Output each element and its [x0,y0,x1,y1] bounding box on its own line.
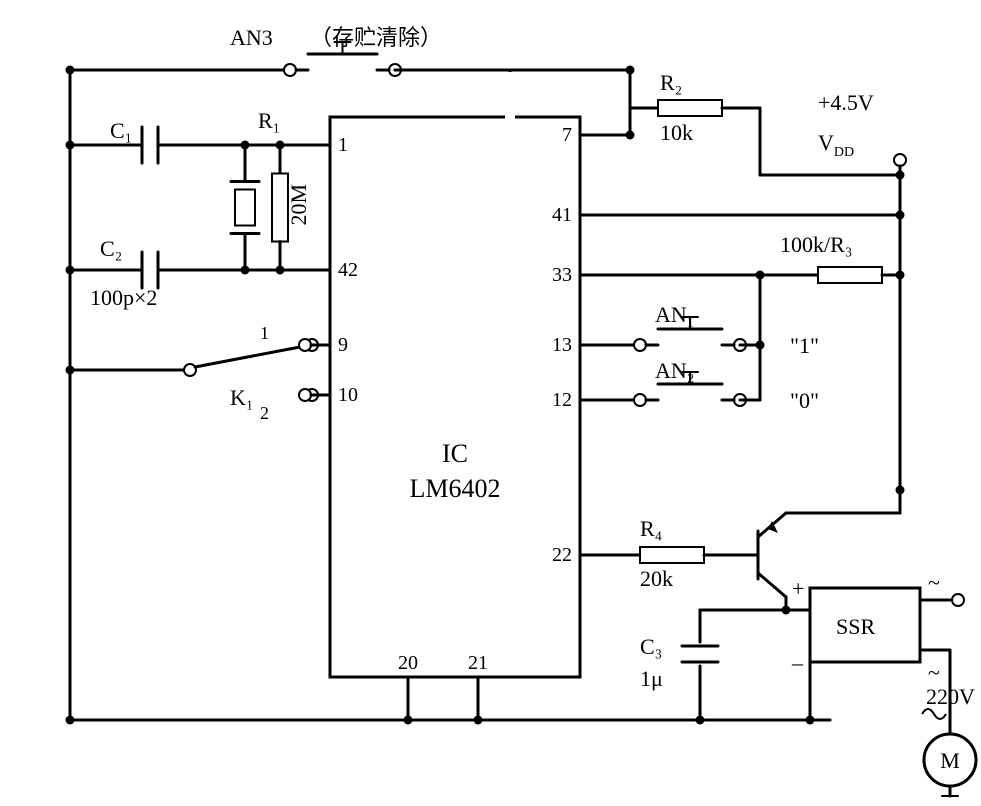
svg-text:22: 22 [552,544,572,566]
resistor-r3 [598,267,905,283]
label-c3: C₃ [640,634,662,659]
svg-text:10: 10 [338,384,358,406]
circuit-schematic: IC LM6402 142910 74133131222 2021 AN3 （存… [0,0,981,806]
svg-text:21: 21 [468,652,488,674]
label-c1: C₁ [110,118,132,143]
label-r3: 100k/R₃ [780,232,852,257]
ic-lm6402 [330,117,580,677]
ssr-minus: – [791,650,804,675]
label-k1: K₁ [230,385,254,410]
svg-text:1: 1 [338,134,348,156]
label-r2: R₂ [660,70,682,95]
label-mains: 220V [926,684,975,709]
tilde-2: ~ [928,660,940,685]
svg-text:9: 9 [338,334,348,356]
label-bit0: "0" [790,388,819,413]
ssr-plus: + [792,576,804,601]
wires [66,66,905,725]
label-an3-note: （存贮清除） [310,25,442,50]
label-ssr: SSR [836,614,875,639]
ic-label-2: LM6402 [410,474,501,503]
svg-text:7: 7 [562,124,572,146]
label-k1-1: 1 [260,323,269,343]
ic-pins-right: 7 41 33 13 12 22 [552,124,598,566]
button-an3 [70,42,630,135]
label-k1-2: 2 [260,403,269,423]
svg-text:12: 12 [552,389,572,411]
switch-k1 [66,339,331,401]
label-c2: C₂ [100,236,122,261]
resistor-r2 [598,66,900,176]
label-vdd: VDD [818,130,854,160]
svg-text:33: 33 [552,264,572,286]
ic-pins-bottom: 2021 [398,652,488,695]
capacitor-c3 [682,607,786,725]
label-c12val: 100p×2 [90,285,157,310]
tilde-1: ~ [928,570,940,595]
label-vdd-plus: +4.5V [818,90,874,115]
label-r1: R₁ [258,108,280,133]
label-r4val: 20k [640,566,673,591]
svg-text:42: 42 [338,259,358,281]
label-r4: R₄ [640,516,662,541]
label-bit1: "1" [790,333,819,358]
svg-text:41: 41 [552,204,572,226]
label-an1: AN₁ [655,302,694,327]
label-r2val: 10k [660,120,693,145]
ic-label-1: IC [442,439,468,468]
ic-pins-left: 1 42 9 10 [312,134,358,406]
label-an2: AN₂ [655,358,694,383]
label-an3: AN3 [230,25,273,50]
label-c3val: 1μ [640,666,663,691]
oscillator-network [66,127,313,288]
label-motor: M [940,748,960,773]
label-r1val: 20M [286,184,311,226]
svg-text:13: 13 [552,334,572,356]
svg-text:20: 20 [398,652,418,674]
